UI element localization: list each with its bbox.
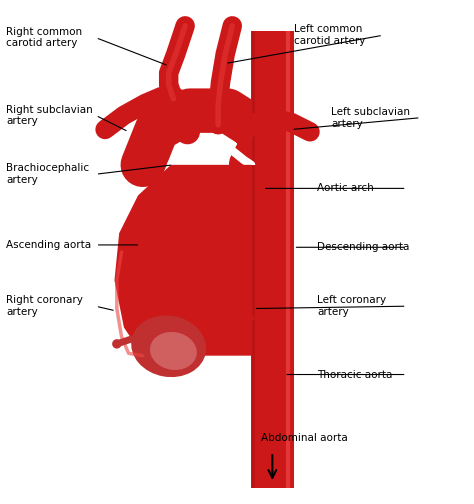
Text: Left coronary
artery: Left coronary artery: [317, 295, 386, 317]
Text: Right subclavian
artery: Right subclavian artery: [6, 104, 93, 126]
Text: Left common
carotid artery: Left common carotid artery: [293, 24, 365, 46]
Polygon shape: [251, 31, 293, 487]
Text: Descending aorta: Descending aorta: [317, 242, 410, 253]
Text: Abdominal aorta: Abdominal aorta: [261, 433, 347, 443]
Ellipse shape: [150, 332, 197, 370]
Text: Thoracic aorta: Thoracic aorta: [317, 369, 392, 380]
Circle shape: [112, 339, 121, 349]
Text: Right common
carotid artery: Right common carotid artery: [6, 27, 82, 48]
Text: Left subclavian
artery: Left subclavian artery: [331, 107, 410, 129]
Polygon shape: [115, 165, 251, 356]
Text: Right coronary
artery: Right coronary artery: [6, 295, 83, 317]
Text: Brachiocephalic
artery: Brachiocephalic artery: [6, 163, 89, 185]
Polygon shape: [251, 165, 293, 487]
Ellipse shape: [131, 316, 206, 377]
Text: Aortic arch: Aortic arch: [317, 183, 374, 194]
Text: Ascending aorta: Ascending aorta: [6, 240, 91, 250]
